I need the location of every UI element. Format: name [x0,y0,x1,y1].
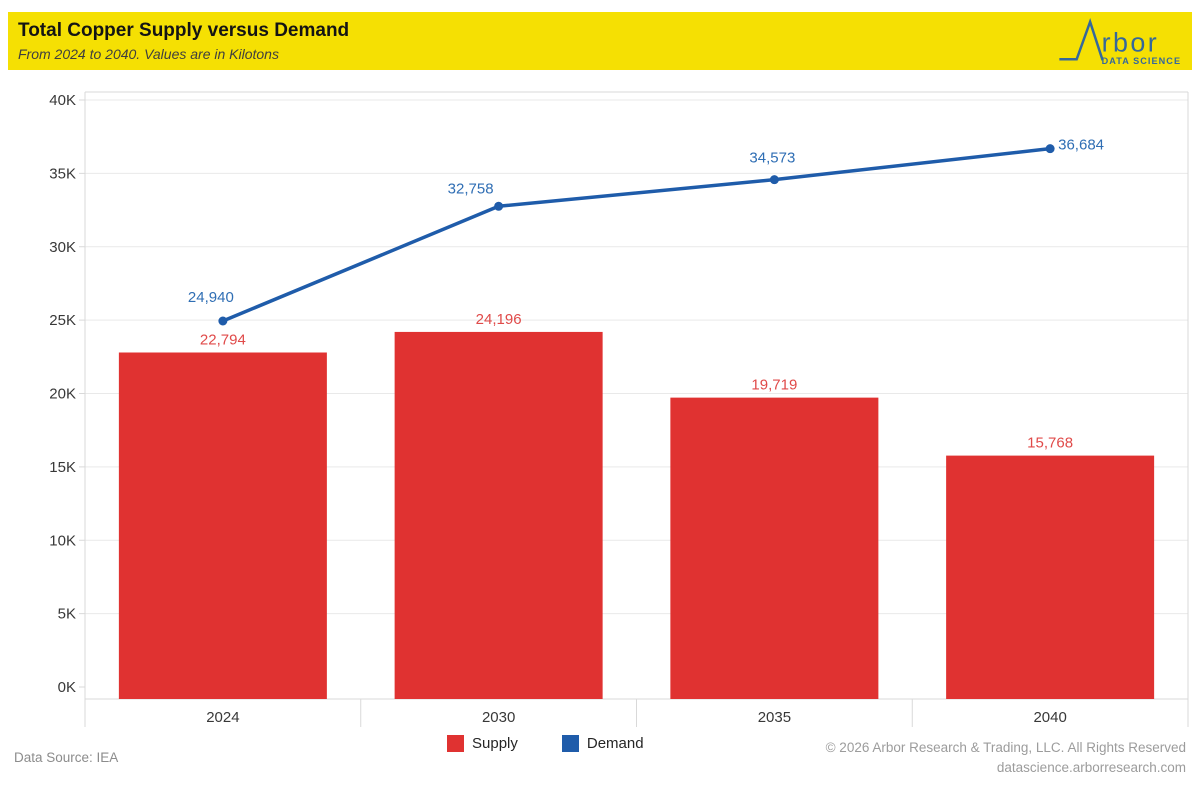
demand-value-label: 34,573 [749,150,795,167]
logo-text: rbor [1102,28,1159,58]
y-axis-label: 20K [49,386,76,403]
supply-bar-2035[interactable] [670,397,879,699]
demand-point-2035[interactable] [769,175,779,185]
y-axis-label: 25K [49,312,76,329]
demand-value-label: 24,940 [188,289,234,306]
y-axis-label: 0K [58,679,76,696]
x-axis-label: 2035 [758,709,791,726]
y-axis-label: 35K [49,165,76,182]
y-axis-label: 5K [58,606,76,623]
x-axis-label: 2040 [1033,709,1066,726]
supply-value-label: 19,719 [751,377,797,394]
legend-label-demand: Demand [586,735,644,752]
chart-subtitle: From 2024 to 2040. Values are in Kiloton… [18,46,279,62]
supply-bar-2030[interactable] [394,331,603,699]
data-source-note: Data Source: IEA [14,750,119,765]
supply-bar-2024[interactable] [118,352,327,699]
y-axis-label: 40K [49,92,76,109]
supply-value-label: 22,794 [200,331,246,348]
y-axis-label: 30K [49,239,76,256]
demand-value-label: 32,758 [448,180,494,197]
demand-point-2030[interactable] [494,201,504,211]
demand-line [222,146,1051,323]
supply-bar-2040[interactable] [946,455,1155,699]
y-axis-label: 10K [49,532,76,549]
chart-title: Total Copper Supply versus Demand [18,20,350,41]
y-axis-label: 15K [49,459,76,476]
legend-label-supply: Supply [472,735,518,752]
supply-swatch-icon [447,735,464,752]
demand-swatch-icon [561,735,579,752]
demand-point-2024[interactable] [218,316,228,326]
logo-subtext: DATA SCIENCE [1102,56,1181,66]
copyright-line: © 2026 Arbor Research & Trading, LLC. Al… [825,740,1186,755]
copyright-note: © 2026 Arbor Research & Trading, LLC. Al… [826,738,1186,778]
x-axis-label: 2030 [482,709,515,726]
supply-value-label: 15,768 [1027,435,1073,452]
demand-value-label: 36,684 [1058,137,1104,154]
supply-value-label: 24,196 [476,311,522,328]
legend-item-demand[interactable]: Demand [561,735,644,752]
website-line: datascience.arborresearch.com [996,760,1186,775]
x-axis-label: 2024 [206,709,239,726]
legend-item-supply[interactable]: Supply [447,735,518,752]
logo-spike-icon [1059,17,1104,61]
arbor-logo: rbor DATA SCIENCE [1059,17,1181,66]
demand-point-2040[interactable] [1045,144,1055,154]
header-banner: Total Copper Supply versus Demand From 2… [8,12,1192,70]
chart-legend: Supply Demand [447,735,644,752]
